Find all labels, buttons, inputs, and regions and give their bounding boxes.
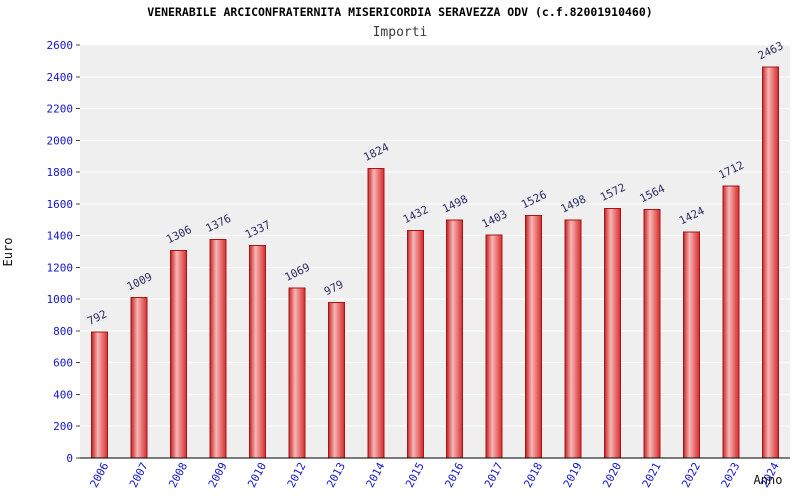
bar bbox=[327, 301, 345, 459]
plot-area: 0 200 400 600 800 1000 1200 1400 1600 1800 2000 220… bbox=[47, 39, 790, 490]
x-tick-label: 2015 bbox=[403, 460, 427, 490]
x-tick-label: 2018 bbox=[521, 460, 545, 490]
x-tick-label: 2022 bbox=[679, 460, 703, 490]
x-tick-label: 2010 bbox=[245, 460, 269, 490]
chart-title: VENERABILE ARCICONFRATERNITA MISERICORDI… bbox=[147, 5, 652, 19]
bar bbox=[564, 219, 582, 459]
y-tick-label: 2000 bbox=[47, 134, 74, 147]
x-tick-label: 2020 bbox=[600, 460, 624, 490]
x-tick-label: 2021 bbox=[640, 460, 664, 490]
bar bbox=[406, 230, 424, 459]
x-tick-label: 2008 bbox=[166, 460, 190, 490]
bar bbox=[485, 234, 503, 459]
y-tick-label: 0 bbox=[66, 452, 73, 465]
x-tick-label: 2016 bbox=[442, 460, 466, 490]
bar bbox=[209, 238, 227, 459]
x-tick-label: 2007 bbox=[127, 460, 151, 490]
x-axis-label: Anno bbox=[754, 473, 783, 487]
bar bbox=[130, 297, 148, 459]
y-tick-label: 1800 bbox=[47, 166, 74, 179]
bar bbox=[249, 245, 266, 459]
bar bbox=[643, 209, 661, 459]
bar bbox=[170, 250, 188, 459]
chart-subtitle: Importi bbox=[373, 25, 428, 40]
y-tick-label: 2600 bbox=[47, 39, 74, 52]
bar bbox=[604, 207, 621, 459]
bar bbox=[722, 185, 740, 459]
y-tick-label: 1400 bbox=[47, 230, 74, 243]
x-tick-label: 2023 bbox=[719, 460, 743, 490]
bar bbox=[288, 287, 306, 459]
bar bbox=[367, 167, 385, 459]
y-tick-label: 400 bbox=[53, 388, 73, 401]
x-tick-label: 2019 bbox=[561, 460, 585, 490]
bar bbox=[682, 231, 700, 459]
y-tick-label: 2400 bbox=[47, 71, 74, 84]
y-tick-label: 2200 bbox=[47, 103, 74, 116]
x-tick-label: 2013 bbox=[324, 460, 348, 490]
x-tick-label: 2017 bbox=[482, 460, 506, 490]
y-tick-label: 1000 bbox=[47, 293, 74, 306]
x-tick-label: 2009 bbox=[206, 460, 230, 490]
y-tick-label: 1600 bbox=[47, 198, 74, 211]
bar bbox=[525, 215, 543, 459]
bar bbox=[446, 219, 464, 459]
y-tick-label: 800 bbox=[53, 325, 73, 338]
bar bbox=[761, 66, 779, 459]
x-tick-label: 2006 bbox=[87, 460, 111, 490]
y-tick-label: 1200 bbox=[47, 261, 74, 274]
bar bbox=[91, 331, 109, 459]
x-tick-label: 2012 bbox=[285, 460, 309, 490]
x-tick-label: 2014 bbox=[364, 460, 388, 490]
y-axis-label: Euro bbox=[1, 238, 15, 267]
plot-background bbox=[80, 45, 790, 458]
y-tick-label: 600 bbox=[53, 357, 73, 370]
y-tick-label: 200 bbox=[53, 420, 73, 433]
